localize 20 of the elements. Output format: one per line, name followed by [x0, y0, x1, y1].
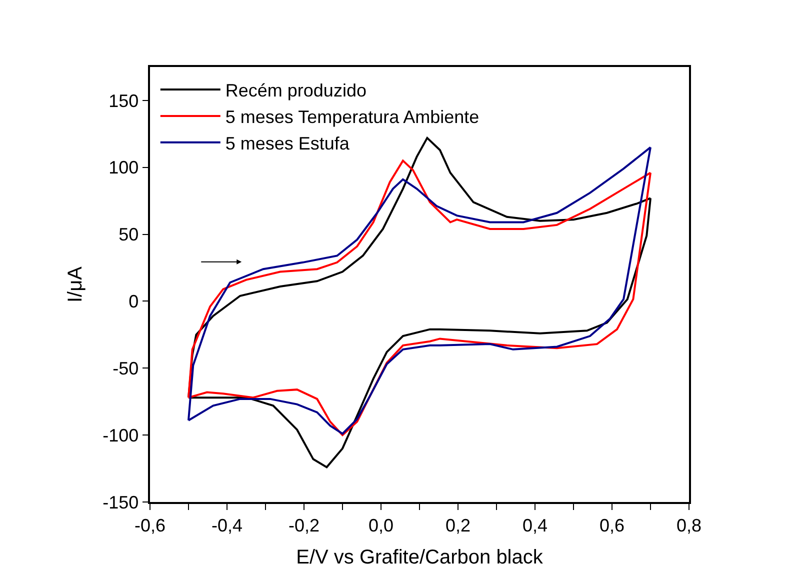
legend-label: Recém produzido	[225, 80, 366, 101]
y-tick-label: -100	[102, 425, 139, 446]
y-tick-label: 50	[118, 224, 139, 245]
x-tick-label: 0,0	[368, 515, 394, 536]
x-tick-label: -0,6	[134, 515, 166, 536]
legend-label: 5 meses Temperatura Ambiente	[225, 106, 480, 127]
y-axis-title: I/μA	[64, 266, 87, 302]
x-tick-label: 0,2	[445, 515, 471, 536]
y-tick-label: 0	[128, 292, 139, 312]
x-tick-label: -0,4	[211, 515, 243, 536]
y-tick-label: 150	[108, 90, 139, 111]
y-tick-label: -150	[102, 492, 139, 512]
x-tick-label: 0,6	[599, 515, 625, 536]
x-tick-label: -0,2	[288, 515, 320, 536]
x-tick-label: 0,4	[522, 515, 548, 536]
y-tick-label: 100	[108, 158, 139, 178]
legend-label: 5 meses Estufa	[225, 133, 350, 154]
x-axis-title: E/V vs Grafite/Carbon black	[296, 546, 544, 568]
y-tick-label: -50	[112, 358, 139, 378]
x-tick-label: 0,8	[676, 515, 702, 536]
